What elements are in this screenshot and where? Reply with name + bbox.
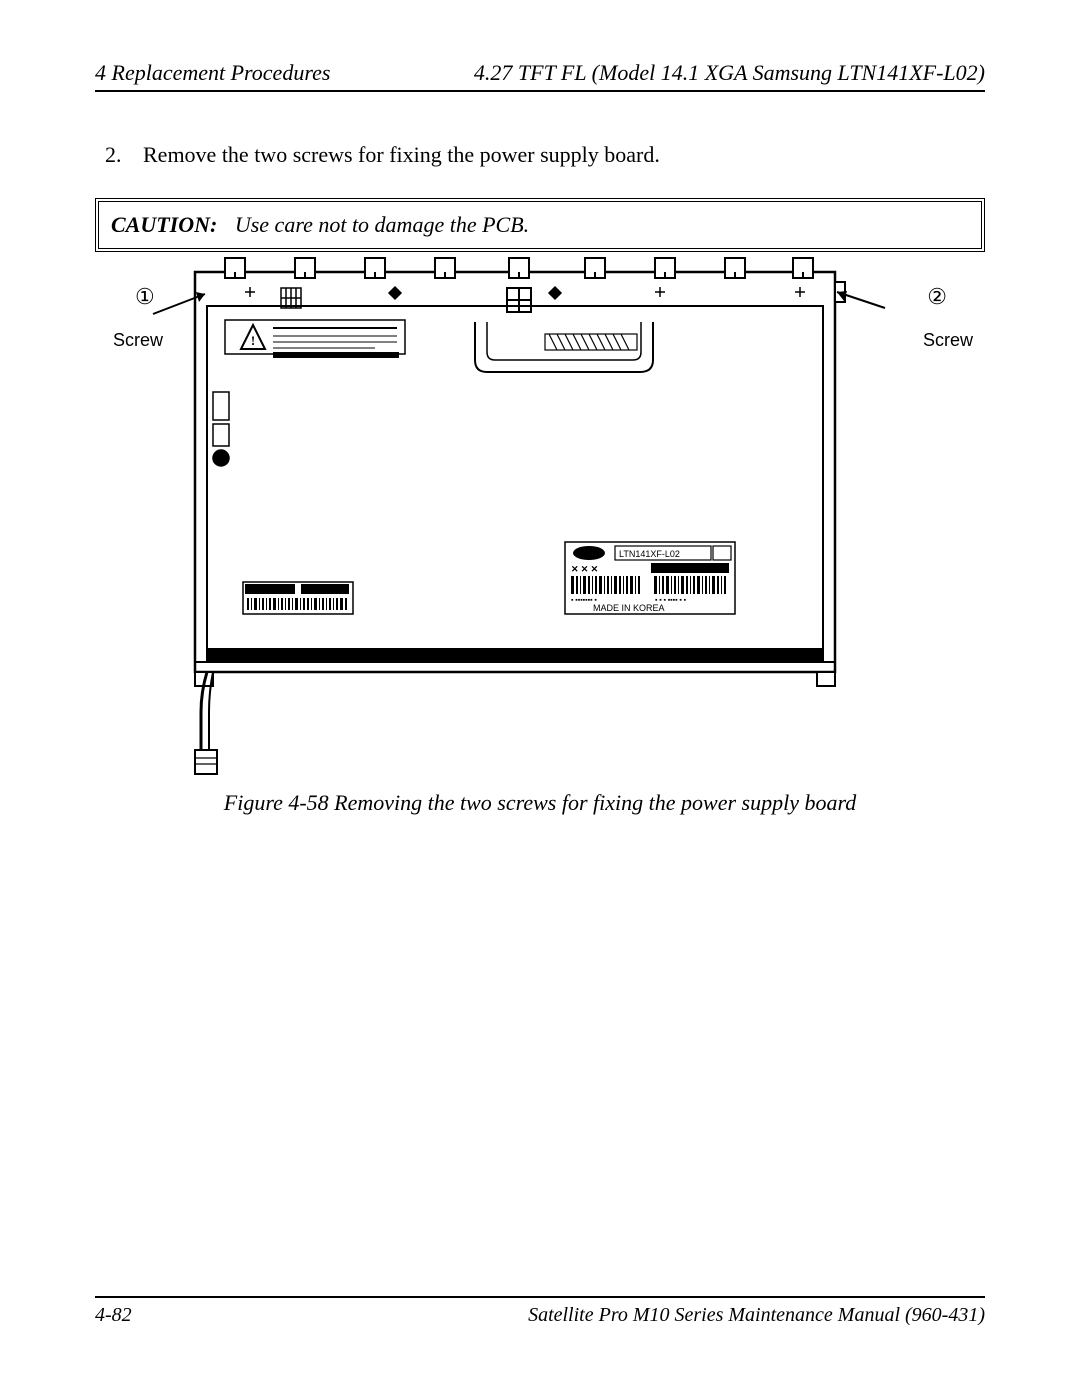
- header-right: 4.27 TFT FL (Model 14.1 XGA Samsung LTN1…: [474, 60, 985, 86]
- svg-text:✕ ✕ ✕: ✕ ✕ ✕: [571, 564, 598, 574]
- caution-label: CAUTION:: [111, 212, 217, 237]
- technical-diagram: ① Screw ② Screw: [95, 252, 985, 782]
- footer-page-number: 4-82: [95, 1304, 132, 1327]
- procedure-step: 2. Remove the two screws for fixing the …: [95, 142, 985, 168]
- header-left: 4 Replacement Procedures: [95, 60, 330, 86]
- footer-manual-title: Satellite Pro M10 Series Maintenance Man…: [528, 1304, 985, 1327]
- step-text: Remove the two screws for fixing the pow…: [143, 142, 660, 167]
- page-header: 4 Replacement Procedures 4.27 TFT FL (Mo…: [95, 60, 985, 92]
- callout-right-number: ②: [927, 284, 947, 310]
- svg-text:!: !: [251, 333, 255, 348]
- diagram-model-label: LTN141XF-L02: [619, 549, 680, 559]
- step-number: 2.: [105, 142, 122, 168]
- page: 4 Replacement Procedures 4.27 TFT FL (Mo…: [0, 0, 1080, 1397]
- figure-caption: Figure 4-58 Removing the two screws for …: [95, 790, 985, 816]
- diagram-made-in-label: MADE IN KOREA: [593, 603, 665, 613]
- lcd-panel-diagram: !: [95, 252, 985, 782]
- callout-left-number: ①: [135, 284, 155, 310]
- page-footer: 4-82 Satellite Pro M10 Series Maintenanc…: [95, 1296, 985, 1327]
- callout-right-label: Screw: [923, 330, 973, 351]
- callout-left-label: Screw: [113, 330, 163, 351]
- caution-text: Use care not to damage the PCB.: [235, 212, 529, 237]
- caution-box: CAUTION: Use care not to damage the PCB.: [95, 198, 985, 252]
